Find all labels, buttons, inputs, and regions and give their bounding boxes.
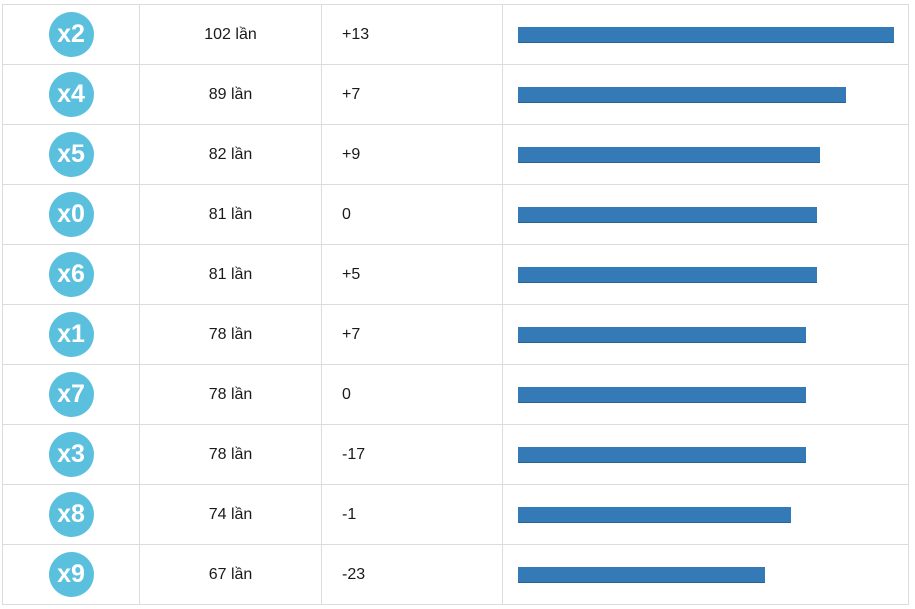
delta-value: -1 xyxy=(342,505,357,523)
frequency-bar xyxy=(518,326,806,343)
badge-cell: x5 xyxy=(2,124,140,185)
bar-cell xyxy=(502,424,909,485)
count-cell: 67 lần xyxy=(139,544,322,605)
table-row: x0 81 lần 0 xyxy=(2,184,909,245)
badge-cell: x1 xyxy=(2,304,140,365)
delta-value: -23 xyxy=(342,565,366,583)
badge-cell: x4 xyxy=(2,64,140,125)
bar-cell xyxy=(502,124,909,185)
frequency-bar xyxy=(518,86,847,103)
delta-cell: -1 xyxy=(321,484,503,545)
number-badge: x9 xyxy=(48,552,94,597)
number-badge: x3 xyxy=(48,432,94,477)
delta-cell: 0 xyxy=(321,364,503,425)
bar-cell xyxy=(502,244,909,305)
bar-track xyxy=(518,446,894,463)
count-cell: 102 lần xyxy=(139,4,322,65)
delta-cell: +13 xyxy=(321,4,503,65)
table-row: x8 74 lần -1 xyxy=(2,484,909,545)
badge-cell: x0 xyxy=(2,184,140,245)
badge-cell: x9 xyxy=(2,544,140,605)
frequency-bar xyxy=(518,506,791,523)
delta-cell: -23 xyxy=(321,544,503,605)
bar-cell xyxy=(502,184,909,245)
delta-value: +7 xyxy=(342,325,361,343)
bar-cell xyxy=(502,304,909,365)
frequency-bar xyxy=(518,206,817,223)
count-cell: 81 lần xyxy=(139,184,322,245)
delta-value: -17 xyxy=(342,445,366,463)
number-badge: x7 xyxy=(48,372,94,417)
count-cell: 81 lần xyxy=(139,244,322,305)
count-cell: 78 lần xyxy=(139,424,322,485)
table-row: x4 89 lần +7 xyxy=(2,64,909,125)
number-badge: x6 xyxy=(48,252,94,297)
delta-value: +7 xyxy=(342,85,361,103)
number-badge: x2 xyxy=(48,12,94,57)
number-badge: x4 xyxy=(48,72,94,117)
table-row: x5 82 lần +9 xyxy=(2,124,909,185)
bar-track xyxy=(518,146,894,163)
bar-track xyxy=(518,86,894,103)
badge-cell: x2 xyxy=(2,4,140,65)
bar-track xyxy=(518,386,894,403)
badge-cell: x3 xyxy=(2,424,140,485)
frequency-bar xyxy=(518,446,806,463)
frequency-bar xyxy=(518,146,821,163)
delta-value: +9 xyxy=(342,145,361,163)
badge-cell: x8 xyxy=(2,484,140,545)
delta-cell: +7 xyxy=(321,304,503,365)
bar-cell xyxy=(502,4,909,65)
bar-track xyxy=(518,506,894,523)
count-cell: 78 lần xyxy=(139,304,322,365)
table-row: x6 81 lần +5 xyxy=(2,244,909,305)
number-badge: x8 xyxy=(48,492,94,537)
table-row: x1 78 lần +7 xyxy=(2,304,909,365)
table-row: x2 102 lần +13 xyxy=(2,4,909,65)
badge-cell: x7 xyxy=(2,364,140,425)
bar-track xyxy=(518,266,894,283)
delta-cell: 0 xyxy=(321,184,503,245)
delta-value: 0 xyxy=(342,205,351,223)
badge-cell: x6 xyxy=(2,244,140,305)
bar-track xyxy=(518,326,894,343)
delta-value: +13 xyxy=(342,25,370,43)
number-badge: x0 xyxy=(48,192,94,237)
frequency-table: x2 102 lần +13 x4 89 lần +7 x5 82 lần +9 x0 81 lần… xyxy=(2,4,909,605)
bar-track xyxy=(518,26,894,43)
bar-track xyxy=(518,206,894,223)
frequency-bar xyxy=(518,266,817,283)
delta-value: +5 xyxy=(342,265,361,283)
delta-value: 0 xyxy=(342,385,351,403)
table-row: x3 78 lần -17 xyxy=(2,424,909,485)
count-cell: 89 lần xyxy=(139,64,322,125)
bar-cell xyxy=(502,364,909,425)
frequency-bar xyxy=(518,26,894,43)
count-cell: 82 lần xyxy=(139,124,322,185)
bar-cell xyxy=(502,484,909,545)
bar-cell xyxy=(502,544,909,605)
table-body: x2 102 lần +13 x4 89 lần +7 x5 82 lần +9 x0 81 lần… xyxy=(2,4,909,605)
table-row: x7 78 lần 0 xyxy=(2,364,909,425)
count-cell: 74 lần xyxy=(139,484,322,545)
table-row: x9 67 lần -23 xyxy=(2,544,909,605)
delta-cell: +9 xyxy=(321,124,503,185)
bar-track xyxy=(518,566,894,583)
count-cell: 78 lần xyxy=(139,364,322,425)
number-badge: x5 xyxy=(48,132,94,177)
bar-cell xyxy=(502,64,909,125)
frequency-bar xyxy=(518,386,806,403)
delta-cell: -17 xyxy=(321,424,503,485)
delta-cell: +7 xyxy=(321,64,503,125)
delta-cell: +5 xyxy=(321,244,503,305)
number-badge: x1 xyxy=(48,312,94,357)
frequency-bar xyxy=(518,566,766,583)
